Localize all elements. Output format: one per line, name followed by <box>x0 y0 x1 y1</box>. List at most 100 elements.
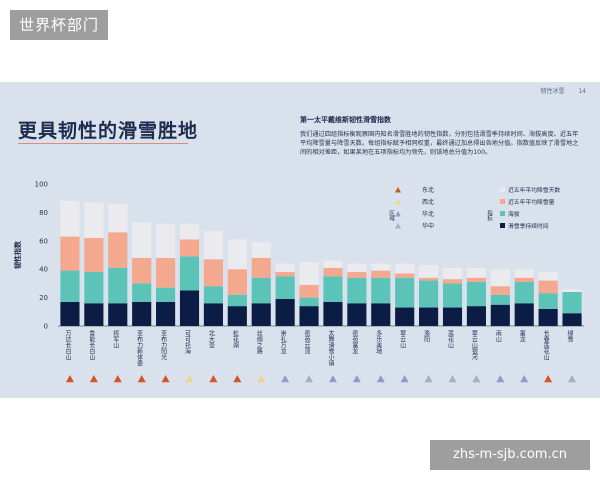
x-tick-label: 太舞滑雪小镇 <box>327 329 334 367</box>
bar-segment-1 <box>347 303 367 326</box>
bar-segment-1 <box>538 308 558 326</box>
stacked-bar-chart: 韧性指数 0 20 40 60 80 100 万达长白山 鲁能长白山 将军山 亚布力新体委 亚布力阳光… <box>13 181 584 383</box>
bar-segment-3 <box>60 236 80 271</box>
bar-segment-1 <box>156 301 176 326</box>
region-marker <box>209 375 218 383</box>
bar-segment-2 <box>442 283 463 308</box>
legend-indicator-swatch <box>500 223 505 228</box>
bar-segment-2 <box>490 294 510 305</box>
y-tick-label: 20 <box>39 294 48 302</box>
bar-segment-4 <box>60 201 80 237</box>
x-tick-label: 松花湖 <box>231 329 238 349</box>
legend-indicator-label: 海拔 <box>508 210 520 218</box>
y-axis-label: 韧性指数 <box>13 240 22 269</box>
bar-segment-2 <box>299 297 319 307</box>
page-number: 14 <box>578 88 586 95</box>
bar-segment-4 <box>203 230 223 260</box>
bar-segment-2 <box>323 276 343 302</box>
bar-segment-2 <box>395 277 415 308</box>
region-marker <box>113 375 122 383</box>
bar-segment-4 <box>466 267 486 278</box>
region-marker <box>400 375 409 383</box>
legend-indicator-group-label: 指标 <box>486 209 493 223</box>
legend-indicator-label: 近五年平均降雪天数 <box>508 186 560 194</box>
bar-segment-1 <box>203 303 223 326</box>
x-tick-label: 亚布力阳光 <box>160 330 167 361</box>
slide-header: 韧性冰雪 14 <box>528 86 586 95</box>
bar-segment-3 <box>490 286 510 295</box>
category-tag[interactable]: 世界杯部门 <box>10 10 109 40</box>
bar-segment-3 <box>419 277 439 281</box>
bar-segment-1 <box>84 303 104 326</box>
bar-segment-4 <box>275 263 295 273</box>
region-marker <box>376 375 385 383</box>
region-marker <box>496 375 505 383</box>
bar-segment-3 <box>538 280 558 294</box>
bar-segment-3 <box>395 273 415 278</box>
bar-segment-2 <box>132 283 152 302</box>
bar-segment-4 <box>108 203 128 233</box>
bar-segment-2 <box>203 286 223 304</box>
y-tick-label: 40 <box>39 266 48 274</box>
bar-segment-3 <box>371 270 391 278</box>
bar-segment-1 <box>60 301 80 326</box>
x-tick-label: 亚布力新体委 <box>136 330 143 366</box>
bar-segment-1 <box>395 307 415 326</box>
bar-segment-2 <box>371 277 391 304</box>
region-marker <box>305 375 314 383</box>
x-tick-label: 万达长白山 <box>64 330 71 361</box>
bar-segment-1 <box>299 306 319 326</box>
bar-segment-3 <box>84 237 104 273</box>
legend-region-icon <box>395 211 401 217</box>
legend-indicator-swatch <box>500 199 505 204</box>
legend-region-icon <box>395 199 401 205</box>
bar-segment-3 <box>227 269 247 295</box>
bar-segment-2 <box>84 272 104 304</box>
x-tick-label: 渔阳 <box>423 329 430 343</box>
slide-header-label: 韧性冰雪 <box>540 88 565 95</box>
bar-segment-1 <box>108 303 128 326</box>
title-underline <box>18 143 188 144</box>
bar-segment-1 <box>371 303 391 326</box>
bar-segment-4 <box>514 269 534 278</box>
bar-segment-2 <box>419 280 439 308</box>
slide-title: 更具韧性的滑雪胜地 <box>18 120 199 142</box>
bar-segment-4 <box>347 263 367 273</box>
bar-segment-2 <box>275 276 295 300</box>
bar-segment-1 <box>514 303 534 326</box>
bar-segment-4 <box>179 223 200 240</box>
bar-segment-4 <box>132 222 152 258</box>
region-marker <box>520 375 529 383</box>
x-tick-label: 翠云山 <box>399 330 406 349</box>
region-marker <box>352 375 361 383</box>
bar-segment-1 <box>323 301 343 326</box>
chart-subtitle: 第一太平戴维斯韧性滑雪指数 <box>300 116 391 124</box>
region-marker <box>233 375 242 383</box>
x-tick-label: 长春莲花山 <box>542 329 549 361</box>
region-marker <box>568 375 577 383</box>
x-tick-label: 崇礼万龙 <box>279 330 286 355</box>
bar-segment-1 <box>419 307 439 326</box>
x-tick-label: 密苑云顶 <box>303 329 310 355</box>
bar-segment-2 <box>227 294 247 307</box>
legend-region-label: 华中 <box>422 222 434 230</box>
region-marker <box>89 375 98 383</box>
y-tick-label: 60 <box>39 237 48 245</box>
bar-segment-1 <box>227 306 247 326</box>
region-marker <box>544 375 553 383</box>
region-marker <box>472 375 481 383</box>
bar-segment-3 <box>275 272 295 277</box>
bar-segment-4 <box>299 262 319 285</box>
bar-segment-3 <box>514 277 534 282</box>
region-marker <box>328 375 337 383</box>
bar-segment-4 <box>490 269 510 287</box>
bar-segment-3 <box>179 239 200 257</box>
x-tick-label: 南山 <box>494 329 501 343</box>
bar-segment-1 <box>132 301 152 326</box>
region-marker <box>137 375 146 383</box>
bar-segment-4 <box>442 267 463 280</box>
bar-segment-3 <box>299 284 319 298</box>
region-marker <box>424 375 433 383</box>
bar-segment-3 <box>156 257 176 288</box>
bar-segment-1 <box>466 306 486 326</box>
